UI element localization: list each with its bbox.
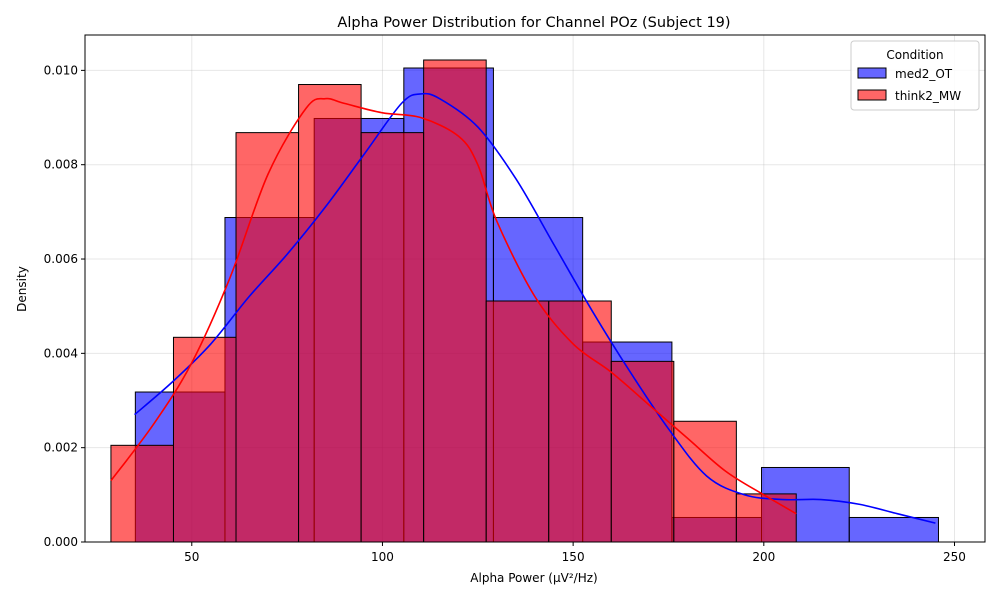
x-tick-label-4: 250 [943, 550, 966, 564]
y-tick-label-0: 0.000 [44, 535, 78, 549]
x-tick-label-2: 150 [562, 550, 585, 564]
y-tick-label-2: 0.004 [44, 346, 78, 360]
bar-think2_MW-4 [360, 132, 425, 543]
bar-med2_OT-8 [848, 516, 939, 543]
y-tick-label-5: 0.010 [44, 63, 78, 77]
plot-frame [84, 34, 986, 543]
y-axis-label: Density [15, 266, 29, 312]
bar-think2_MW-8 [610, 360, 675, 543]
legend-title: Condition [886, 48, 943, 62]
bar-think2_MW-10 [735, 493, 797, 543]
axis-ticks: 50 100 150 200 250 0.000 0.002 0.004 0.006 0.008 0… [44, 63, 966, 564]
bar-think2_MW-1 [172, 336, 237, 543]
x-axis-label: Alpha Power (μV²/Hz) [470, 571, 597, 585]
y-tick-label-1: 0.002 [44, 441, 78, 455]
bar-think2_MW-9 [673, 420, 737, 543]
bar-think2_MW-5 [423, 59, 487, 543]
legend-label-think2-mw: think2_MW [895, 89, 961, 103]
x-tick-label-0: 50 [184, 550, 199, 564]
kde-line-med2_OT [134, 92, 936, 524]
legend-swatch-think2-mw [857, 89, 887, 101]
x-tick-label-1: 100 [371, 550, 394, 564]
y-tick-label-4: 0.008 [44, 158, 78, 172]
bar-think2_MW-3 [298, 84, 362, 543]
bar-think2_MW-6 [485, 300, 550, 543]
legend-swatch-med2-ot [857, 67, 887, 79]
bar-think2_MW-2 [235, 132, 300, 543]
legend: Condition med2_OT think2_MW [850, 40, 980, 111]
kde-line-think2_MW [110, 97, 797, 515]
kde-curves [110, 92, 936, 524]
x-tick-label-3: 200 [752, 550, 775, 564]
bar-think2_MW-0 [110, 444, 174, 543]
bar-think2_MW-7 [548, 300, 612, 543]
y-tick-label-3: 0.006 [44, 252, 78, 266]
legend-label-med2-ot: med2_OT [895, 67, 953, 81]
histogram-bars [110, 59, 939, 543]
chart-title: Alpha Power Distribution for Channel POz… [337, 15, 730, 31]
